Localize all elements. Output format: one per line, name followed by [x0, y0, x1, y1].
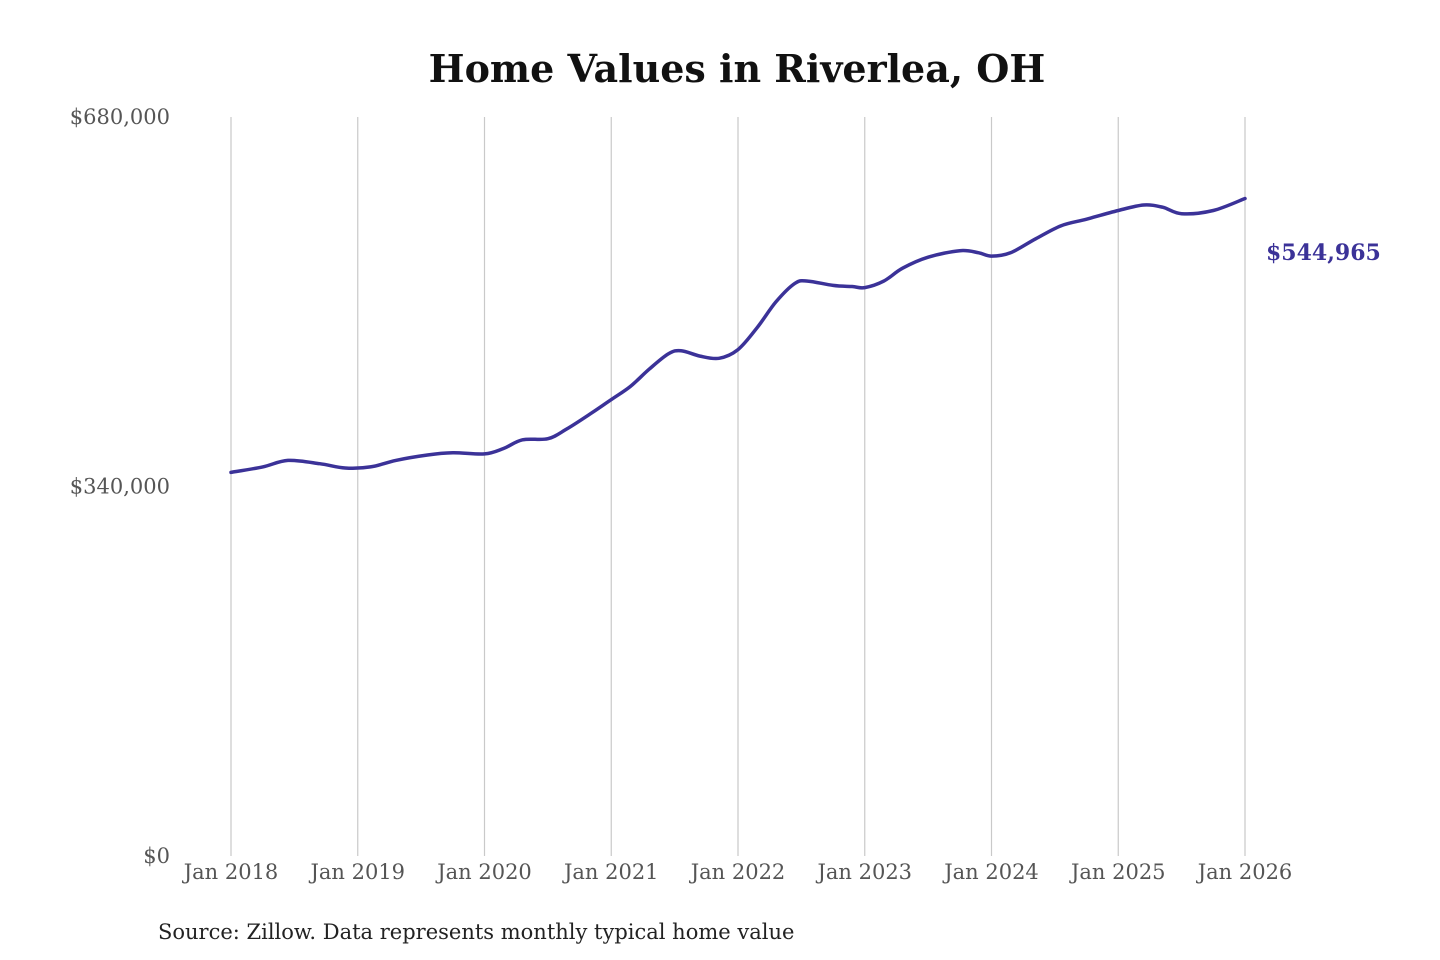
x-tick-label: Jan 2026	[1196, 860, 1293, 884]
series-line	[229, 196, 1247, 475]
y-tick-label: $0	[143, 844, 170, 868]
x-tick-label: Jan 2020	[435, 860, 532, 884]
y-tick-label: $340,000	[70, 475, 170, 499]
x-tick-label: Jan 2023	[815, 860, 912, 884]
gridlines	[230, 117, 1246, 856]
chart-title: Home Values in Riverlea, OH	[429, 46, 1046, 91]
x-tick-label: Jan 2022	[689, 860, 786, 884]
x-tick-label: Jan 2025	[1069, 860, 1166, 884]
end-value-label: $544,965	[1266, 240, 1381, 266]
y-axis-ticks: $0 $340,000 $680,000	[70, 105, 170, 868]
y-tick-label: $680,000	[70, 105, 170, 129]
x-axis-ticks: Jan 2018 Jan 2019 Jan 2020 Jan 2021 Jan 2022…	[182, 860, 1293, 884]
x-tick-label: Jan 2019	[308, 860, 405, 884]
x-tick-label: Jan 2018	[182, 860, 279, 884]
x-tick-label: Jan 2021	[562, 860, 659, 884]
x-tick-label: Jan 2024	[942, 860, 1039, 884]
source-note: Source: Zillow. Data represents monthly …	[158, 920, 794, 944]
